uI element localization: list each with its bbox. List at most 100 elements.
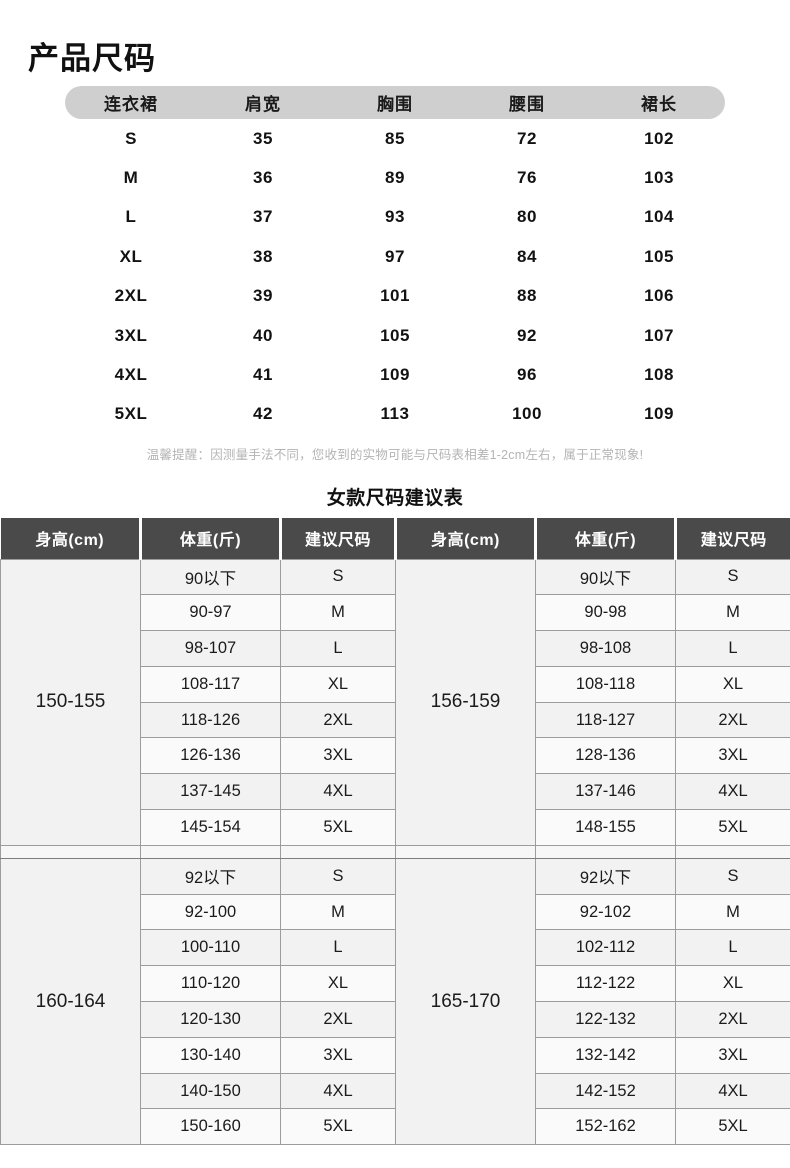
cell-bust: 101 xyxy=(380,286,410,306)
table-row: 160-164 92以下 S 165-170 92以下 S xyxy=(0,857,790,1146)
weight-range: 122-132 xyxy=(535,1001,676,1038)
suggested-size: M xyxy=(280,594,396,632)
table-row: 90-97 M 90-98 M xyxy=(1,594,790,632)
cell-shoulder: 42 xyxy=(253,404,273,424)
table-row: 5XL 42 113 100 109 xyxy=(65,395,725,434)
suggested-size: S xyxy=(280,857,396,895)
weight-range: 130-140 xyxy=(140,1036,281,1074)
cell-size: 4XL xyxy=(114,365,148,385)
cell-length: 102 xyxy=(644,128,674,148)
cell-bust: 113 xyxy=(380,404,410,424)
page-title: 产品尺码 xyxy=(28,40,156,76)
weight-range: 137-146 xyxy=(535,773,676,811)
cell-shoulder: 35 xyxy=(253,128,273,148)
suggested-size: S xyxy=(675,558,790,596)
weight-range: 145-154 xyxy=(140,809,281,846)
table-row: 118-126 2XL 118-127 2XL xyxy=(1,701,790,739)
weight-range: 140-150 xyxy=(140,1072,281,1110)
cell-length: 107 xyxy=(644,325,674,345)
table-row: 126-136 3XL 128-136 3XL xyxy=(1,737,790,775)
table-row: 150-155 90以下 S 156-159 90以下 S xyxy=(0,558,790,846)
column-header-length: 裙长 xyxy=(641,95,677,114)
column-header-dress: 连衣裙 xyxy=(104,95,158,114)
suggested-size: M xyxy=(280,893,396,931)
column-header-height-left: 身高(cm) xyxy=(0,518,142,559)
table-row: 4XL 41 109 96 108 xyxy=(65,355,725,394)
table-row: 137-145 4XL 137-146 4XL xyxy=(1,773,790,811)
cell-bust: 89 xyxy=(385,168,405,188)
weight-range: 150-160 xyxy=(140,1108,281,1146)
size-suggestion-table: 身高(cm) 体重(斤) 建议尺码 身高(cm) 体重(斤) 建议尺码 150-… xyxy=(0,518,790,1146)
suggested-size: M xyxy=(675,893,790,931)
cell-shoulder: 41 xyxy=(253,365,273,385)
suggested-size: 4XL xyxy=(280,773,396,811)
suggested-size: L xyxy=(280,630,396,667)
suggested-size: XL xyxy=(280,965,396,1003)
suggestion-table-title: 女款尺码建议表 xyxy=(326,488,464,509)
suggested-size: L xyxy=(675,929,790,967)
suggested-size: 5XL xyxy=(675,809,790,846)
product-size-table: 连衣裙 肩宽 胸围 腰围 裙长 S 35 85 72 102 M 36 89 7… xyxy=(0,86,790,434)
suggested-size: 5XL xyxy=(280,809,396,846)
suggested-size: M xyxy=(675,594,790,632)
table-row: 3XL 40 105 92 107 xyxy=(65,316,725,355)
weight-range: 92以下 xyxy=(140,857,281,895)
suggested-size: 4XL xyxy=(280,1072,396,1110)
height-range-left: 160-164 xyxy=(0,857,141,1146)
cell-length: 103 xyxy=(644,168,674,188)
table-row: M 36 89 76 103 xyxy=(65,158,725,197)
cell-bust: 85 xyxy=(385,128,405,148)
weight-range: 120-130 xyxy=(140,1001,281,1038)
cell-waist: 100 xyxy=(512,404,542,424)
weight-range: 100-110 xyxy=(140,929,281,967)
column-header-size-right: 建议尺码 xyxy=(674,518,790,559)
weight-range: 118-126 xyxy=(140,701,281,739)
suggested-size: 4XL xyxy=(675,1072,790,1110)
spacer-cell xyxy=(280,844,396,859)
table-row: 108-117 XL 108-118 XL xyxy=(1,665,790,703)
column-header-waist: 腰围 xyxy=(509,95,545,114)
spacer-cell xyxy=(535,844,676,859)
weight-range: 108-118 xyxy=(535,665,676,703)
weight-range: 128-136 xyxy=(535,737,676,775)
cell-shoulder: 36 xyxy=(253,168,273,188)
weight-range: 137-145 xyxy=(140,773,281,811)
suggested-size: 2XL xyxy=(280,1001,396,1038)
cell-size: S xyxy=(125,128,137,148)
cell-length: 106 xyxy=(644,286,674,306)
table-row: 92-100 M 92-102 M xyxy=(1,893,790,931)
weight-range: 132-142 xyxy=(535,1036,676,1074)
cell-size: L xyxy=(125,207,137,227)
block-separator-row xyxy=(0,844,790,859)
suggested-size: 3XL xyxy=(675,737,790,775)
column-header-size-left: 建议尺码 xyxy=(279,518,397,559)
column-header-bust: 胸围 xyxy=(377,95,413,114)
column-header-height-right: 身高(cm) xyxy=(394,518,537,559)
suggested-size: 3XL xyxy=(675,1036,790,1074)
weight-range: 108-117 xyxy=(140,665,281,703)
table-row: 145-154 5XL 148-155 5XL xyxy=(1,809,790,846)
table-row: 140-150 4XL 142-152 4XL xyxy=(1,1072,790,1110)
cell-bust: 109 xyxy=(380,365,410,385)
weight-range: 152-162 xyxy=(535,1108,676,1146)
weight-range: 92以下 xyxy=(535,857,676,895)
suggested-size: L xyxy=(280,929,396,967)
suggested-size: 2XL xyxy=(675,701,790,739)
weight-range: 90以下 xyxy=(140,558,281,596)
suggested-size: 2XL xyxy=(675,1001,790,1038)
cell-length: 105 xyxy=(644,246,674,266)
cell-bust: 105 xyxy=(380,325,410,345)
spacer-cell xyxy=(140,844,281,859)
suggested-size: 5XL xyxy=(675,1108,790,1146)
cell-shoulder: 39 xyxy=(253,286,273,306)
suggested-size: 3XL xyxy=(280,1036,396,1074)
spacer-cell xyxy=(675,844,790,859)
suggested-size: 4XL xyxy=(675,773,790,811)
table-row: 2XL 39 101 88 106 xyxy=(65,277,725,316)
table-row: 150-160 5XL 152-162 5XL xyxy=(1,1108,790,1146)
suggested-size: 3XL xyxy=(280,737,396,775)
measurement-disclaimer-note: 温馨提醒：因测量手法不同，您收到的实物可能与尺码表相差1-2cm左右，属于正常现… xyxy=(146,448,644,462)
cell-size: XL xyxy=(119,246,143,266)
spacer-cell xyxy=(0,844,141,859)
table-row: 100-110 L 102-112 L xyxy=(1,929,790,967)
